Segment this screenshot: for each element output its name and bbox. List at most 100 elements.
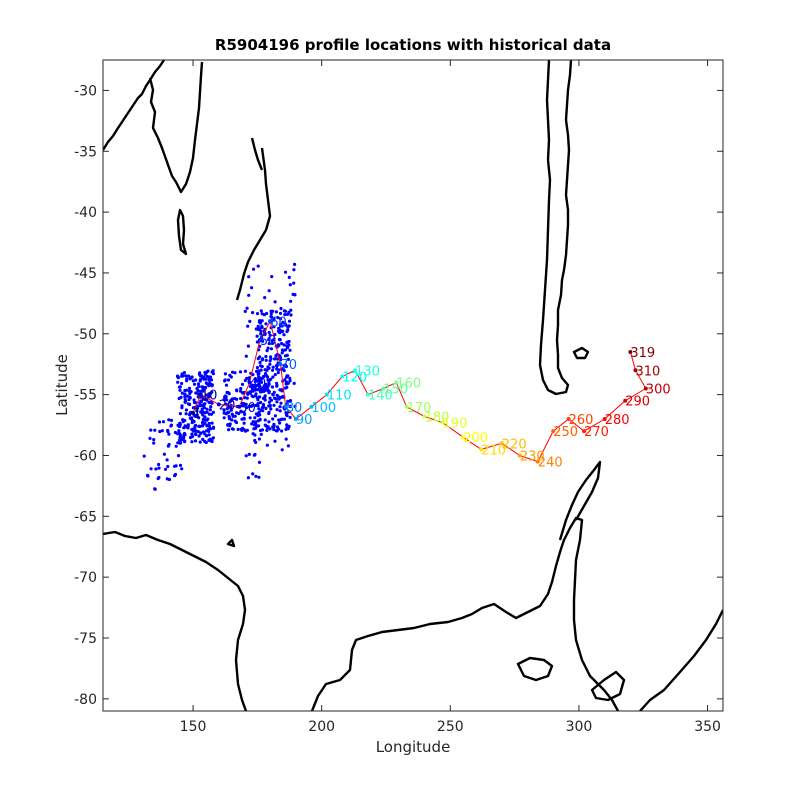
historical-point (276, 316, 280, 320)
historical-point (185, 425, 189, 429)
profile-marker (324, 392, 329, 397)
historical-point (207, 382, 211, 386)
profile-label: 160 (396, 377, 421, 392)
profile-marker (247, 380, 252, 385)
historical-point (199, 431, 203, 435)
profile-label: 50 (260, 334, 277, 349)
historical-point (179, 441, 183, 445)
historical-point (278, 405, 282, 409)
profile-marker (278, 362, 283, 367)
profile-label: 10 (201, 389, 218, 404)
profile-label: 1 (193, 407, 201, 422)
historical-point (250, 422, 254, 426)
historical-point (269, 312, 273, 316)
historical-point (243, 429, 248, 433)
historical-point (177, 424, 181, 428)
historical-point (258, 319, 262, 323)
historical-point (227, 416, 231, 420)
historical-point (265, 443, 269, 447)
profile-marker (566, 417, 571, 421)
historical-point (184, 412, 188, 416)
profile-marker (309, 404, 314, 409)
historical-point (268, 427, 272, 431)
historical-point (268, 362, 272, 366)
historical-point (207, 433, 211, 437)
historical-point (272, 427, 276, 432)
historical-point (285, 426, 289, 430)
profile-marker (268, 319, 273, 324)
historical-point (236, 427, 240, 431)
historical-point (222, 416, 226, 420)
historical-point (274, 364, 279, 368)
historical-point (193, 414, 197, 418)
historical-point (152, 441, 156, 445)
historical-point (267, 391, 271, 395)
historical-point (237, 411, 241, 416)
historical-point (230, 397, 235, 401)
historical-point (192, 398, 196, 402)
historical-point (260, 390, 264, 394)
historical-point (238, 370, 243, 374)
profile-label: 270 (584, 425, 609, 440)
historical-point (259, 309, 263, 313)
historical-point (260, 428, 265, 432)
historical-point (286, 444, 290, 448)
historical-point (256, 264, 260, 268)
historical-point (224, 383, 229, 387)
coastline-falkland-islands (572, 346, 590, 360)
coastline-antarctic-peninsula (558, 460, 602, 541)
historical-point (267, 336, 271, 340)
profile-label: 310 (636, 364, 661, 379)
historical-point (259, 400, 263, 405)
historical-point (256, 324, 260, 328)
historical-point (280, 348, 284, 352)
historical-point (180, 391, 184, 395)
historical-point (276, 329, 281, 333)
profile-marker (340, 374, 345, 379)
historical-point (258, 418, 262, 422)
historical-point (254, 327, 258, 331)
historical-point (201, 437, 205, 441)
profile-label: 70 (281, 358, 298, 373)
profile-marker (628, 350, 633, 354)
historical-point (257, 460, 262, 464)
profile-marker (582, 429, 587, 434)
historical-point (279, 401, 283, 405)
historical-point (178, 385, 182, 389)
historical-point (271, 375, 275, 379)
historical-point (166, 428, 170, 433)
historical-point (233, 419, 237, 423)
profile-label: 100 (311, 401, 336, 416)
coastline-small-island-b (226, 538, 236, 548)
profile-label: 110 (327, 389, 352, 404)
coastline-small-island-a (176, 208, 188, 256)
historical-point (152, 438, 156, 442)
historical-point (149, 428, 153, 432)
historical-point (167, 418, 171, 422)
historical-point (246, 324, 250, 328)
historical-point (285, 340, 289, 344)
historical-point (257, 407, 261, 411)
historical-point (258, 413, 262, 417)
historical-point (278, 388, 282, 392)
historical-point (255, 366, 259, 370)
historical-point (178, 432, 182, 436)
historical-point (226, 378, 231, 382)
x-axis-label: Longitude (376, 738, 451, 756)
historical-point (178, 388, 182, 392)
historical-point (270, 341, 275, 345)
historical-point (207, 400, 211, 404)
historical-point (260, 312, 264, 316)
historical-point (245, 406, 249, 410)
historical-point (196, 392, 200, 396)
historical-point (275, 429, 279, 433)
historical-point (173, 430, 177, 435)
historical-point (235, 397, 239, 401)
historical-point (178, 435, 182, 440)
historical-point (184, 408, 188, 412)
historical-point (288, 283, 292, 287)
historical-point (281, 320, 285, 324)
historical-point (255, 334, 259, 338)
